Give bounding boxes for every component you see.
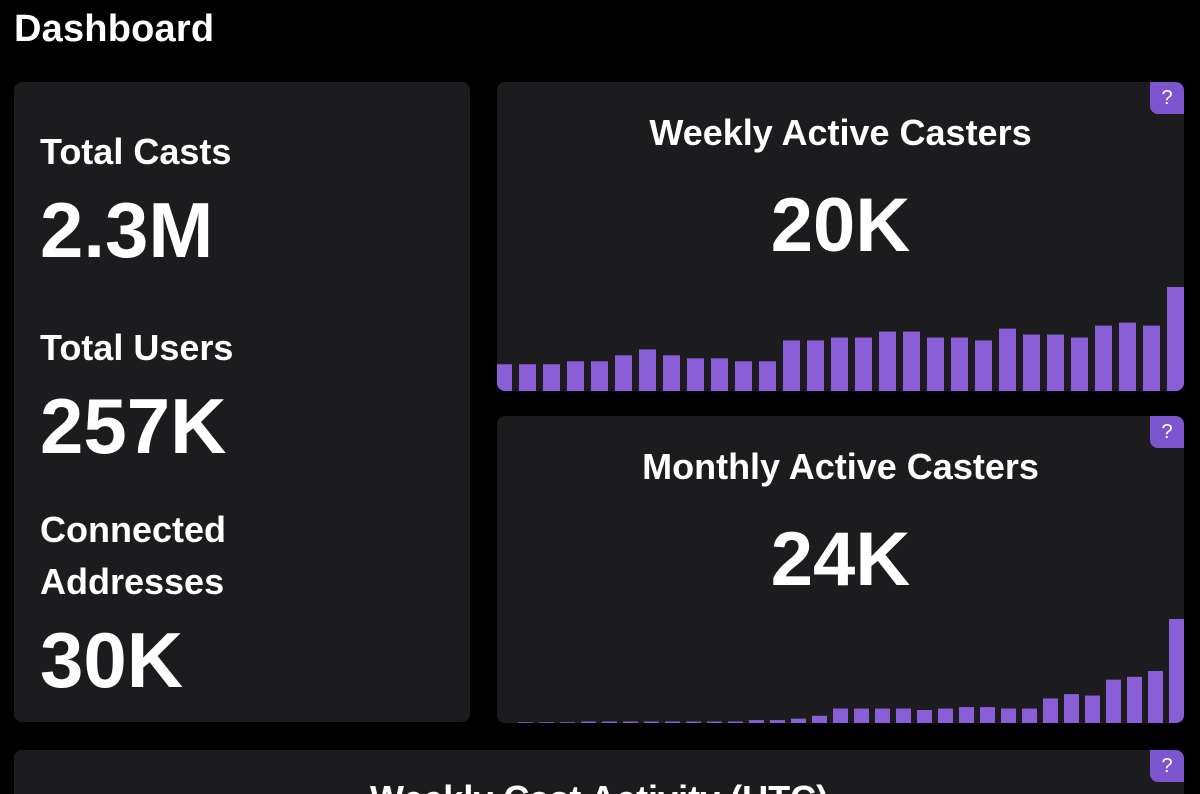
weekly-bars-bar-15 [807, 340, 824, 391]
monthly-bars-bar-19 [896, 708, 911, 723]
monthly-bars-bar-18 [875, 708, 890, 723]
weekly-bars-bar-7 [615, 355, 632, 391]
weekly-bars-bar-14 [783, 340, 800, 391]
weekly-bars-bar-22 [975, 340, 992, 391]
weekly-bars-bar-3 [519, 364, 536, 391]
weekly-bars-bar-12 [735, 361, 752, 391]
monthly-bars-bar-13 [770, 720, 785, 723]
monthly-bars-bar-25 [1022, 708, 1037, 723]
monthly-active-casters-card: ? Monthly Active Casters 24K [497, 416, 1184, 723]
weekly-bars-bar-23 [999, 328, 1016, 391]
weekly-bars-bar-21 [951, 337, 968, 391]
connected-addresses-value: 30K [40, 616, 184, 704]
weekly-bars-bar-25 [1047, 334, 1064, 391]
weekly-bars-bar-27 [1095, 325, 1112, 391]
weekly-bars-bar-9 [663, 355, 680, 391]
weekly-bars-bar-17 [855, 337, 872, 391]
weekly-cast-activity-card: ? Weekly Cast Activity (UTC) [14, 750, 1184, 794]
activity-help-button[interactable]: ? [1150, 750, 1184, 782]
monthly-bars-bar-6 [623, 721, 638, 723]
monthly-help-button[interactable]: ? [1150, 416, 1184, 448]
monthly-bars-bar-31 [1148, 671, 1163, 723]
weekly-active-casters-card: ? Weekly Active Casters 20K [497, 82, 1184, 391]
total-casts-value: 2.3M [40, 186, 214, 274]
monthly-bars-bar-5 [602, 721, 617, 723]
monthly-bars-bar-11 [728, 721, 743, 723]
monthly-bars-bar-10 [707, 721, 722, 723]
weekly-bars-bar-20 [927, 337, 944, 391]
weekly-bars-bar-30 [1167, 287, 1184, 391]
monthly-bars-bar-7 [644, 721, 659, 723]
page-title: Dashboard [14, 8, 215, 50]
weekly-help-button[interactable]: ? [1150, 82, 1184, 114]
monthly-bars-bar-14 [791, 718, 806, 723]
monthly-active-casters-title: Monthly Active Casters [642, 446, 1039, 487]
weekly-bars-bar-10 [687, 358, 704, 391]
weekly-bars-bar-16 [831, 337, 848, 391]
weekly-active-casters-title: Weekly Active Casters [649, 112, 1032, 153]
weekly-bars-bar-28 [1119, 322, 1136, 391]
weekly-bars-bar-2 [497, 364, 512, 391]
weekly-bars-bar-24 [1023, 334, 1040, 391]
monthly-bars-bar-24 [1001, 708, 1016, 723]
weekly-bars-bar-6 [591, 361, 608, 391]
monthly-bars-bar-28 [1085, 695, 1100, 723]
monthly-bars-bar-1 [518, 722, 533, 723]
weekly-cast-activity-title: Weekly Cast Activity (UTC) [14, 778, 1184, 794]
weekly-bars-bar-19 [903, 331, 920, 391]
weekly-bars-bar-5 [567, 361, 584, 391]
weekly-bars-bar-29 [1143, 325, 1160, 391]
monthly-active-casters-value: 24K [770, 517, 911, 602]
monthly-bars-bar-15 [812, 715, 827, 723]
monthly-bars-bar-22 [959, 707, 974, 723]
monthly-bars-bar-20 [917, 710, 932, 723]
weekly-active-casters-chart [497, 287, 1184, 391]
monthly-bars-bar-29 [1106, 679, 1121, 723]
monthly-bars-bar-32 [1169, 619, 1184, 723]
monthly-bars-bar-12 [749, 720, 764, 723]
monthly-bars-bar-27 [1064, 694, 1079, 723]
monthly-active-casters-chart [518, 619, 1184, 723]
weekly-active-casters-value: 20K [770, 183, 911, 268]
monthly-bars-bar-16 [833, 708, 848, 723]
weekly-bars-bar-4 [543, 364, 560, 391]
total-users-value: 257K [40, 382, 227, 470]
monthly-bars-bar-8 [665, 721, 680, 723]
weekly-bars-bar-13 [759, 361, 776, 391]
monthly-bars-bar-21 [938, 708, 953, 723]
weekly-bars-bar-8 [639, 349, 656, 391]
weekly-bars-bar-18 [879, 331, 896, 391]
monthly-bars-bar-17 [854, 708, 869, 723]
monthly-bars-bar-2 [539, 722, 554, 723]
monthly-bars-bar-9 [686, 721, 701, 723]
monthly-bars-bar-3 [560, 722, 575, 723]
connected-addresses-label: Connected Addresses [40, 509, 227, 602]
total-users-label: Total Users [40, 327, 234, 368]
monthly-bars-bar-30 [1127, 676, 1142, 723]
weekly-bars-bar-11 [711, 358, 728, 391]
total-casts-label: Total Casts [40, 131, 232, 172]
weekly-bars-bar-26 [1071, 337, 1088, 391]
monthly-bars-bar-26 [1043, 698, 1058, 723]
monthly-bars-bar-23 [980, 707, 995, 723]
monthly-bars-bar-4 [581, 721, 596, 723]
summary-stats-card: Total Casts 2.3M Total Users 257K Connec… [14, 82, 470, 722]
